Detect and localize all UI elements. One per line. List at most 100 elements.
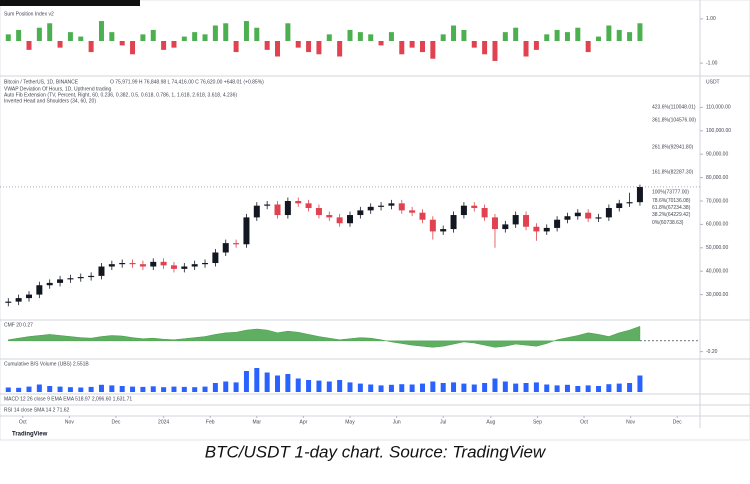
candle-body <box>108 264 115 267</box>
bar <box>161 41 167 50</box>
panel-title: Sum Position Index v2 <box>4 11 54 17</box>
y-tick-label: -0.20 <box>706 349 718 355</box>
bar <box>109 385 115 392</box>
fib-level: 361.8%(104576.00) <box>652 117 696 123</box>
candle-body <box>491 217 498 230</box>
candle-body <box>367 206 374 211</box>
bar <box>67 387 73 392</box>
bar <box>399 384 405 392</box>
bar <box>347 382 353 392</box>
fib-level: 261.8%(92941.80) <box>652 145 693 151</box>
bar <box>575 386 581 392</box>
bar <box>223 381 229 392</box>
candle-body <box>533 226 540 232</box>
bar <box>57 41 63 48</box>
ohlc: O 75,971.99 H 76,848.98 L 74,416.00 C 76… <box>110 79 264 85</box>
bar <box>254 368 260 392</box>
bar <box>26 386 32 392</box>
brand: TradingView <box>12 432 48 438</box>
bar <box>57 386 63 392</box>
bar <box>119 386 125 392</box>
bar <box>399 41 405 55</box>
bar <box>461 29 467 41</box>
bar <box>36 27 42 41</box>
x-tick-label: Aug <box>486 419 495 425</box>
bar <box>5 387 11 392</box>
x-tick-label: Mar <box>252 419 261 425</box>
bar <box>36 384 42 392</box>
candle-body <box>636 186 643 203</box>
panel-title: MACD 12 26 close 9 EMA EMA 518.97 2,096.… <box>4 396 132 402</box>
candle-body <box>88 275 95 278</box>
bar <box>47 386 53 392</box>
candle-body <box>512 215 519 225</box>
candle-body <box>274 204 281 216</box>
bar <box>212 383 218 392</box>
bar <box>109 32 115 41</box>
bar <box>544 384 550 392</box>
bar <box>368 384 374 392</box>
bar <box>554 29 560 41</box>
candle-body <box>502 224 509 230</box>
bar <box>637 23 643 41</box>
bar <box>409 41 415 48</box>
bar <box>295 41 301 48</box>
candle-body <box>616 203 623 209</box>
bar <box>150 29 156 41</box>
bar <box>451 382 457 392</box>
candle-body <box>471 205 478 209</box>
bar <box>575 27 581 41</box>
bar <box>564 384 570 392</box>
bar <box>616 383 622 392</box>
bar <box>523 383 529 392</box>
bar <box>337 41 343 57</box>
candle-body <box>315 208 322 216</box>
candle-body <box>46 282 53 286</box>
bar <box>306 380 312 392</box>
x-tick-label: Nov <box>626 419 635 425</box>
y-tick-label: 40,000.00 <box>706 269 728 275</box>
candle-body <box>233 243 240 245</box>
bar <box>16 387 22 392</box>
bar <box>233 41 239 53</box>
candle-body <box>574 212 581 217</box>
x-tick-label: Feb <box>206 419 215 425</box>
bar <box>26 41 32 50</box>
y-tick-label: 30,000.00 <box>706 292 728 298</box>
candle-body <box>129 263 136 265</box>
top-bar <box>0 0 140 6</box>
bar <box>316 41 322 55</box>
bar <box>150 386 156 392</box>
bar <box>482 41 488 55</box>
bar <box>637 375 643 392</box>
fib-level: 38.2%(64229.42) <box>652 212 691 218</box>
candle-body <box>119 263 126 265</box>
candle-body <box>160 261 167 266</box>
x-tick-label: Oct <box>19 419 27 425</box>
bar <box>502 32 508 41</box>
bar <box>419 41 425 53</box>
bar <box>544 34 550 41</box>
y-tick-label: -1.00 <box>706 60 718 66</box>
bar <box>316 380 322 392</box>
bar <box>357 32 363 41</box>
bar <box>140 34 146 41</box>
x-tick-label: Jul <box>440 419 446 425</box>
bar <box>337 380 343 392</box>
bar <box>596 386 602 392</box>
bar <box>585 385 591 392</box>
bar <box>419 383 425 392</box>
bar <box>243 21 249 41</box>
x-tick-label: 2024 <box>158 419 169 425</box>
candle-body <box>554 219 561 228</box>
bar <box>171 41 177 48</box>
bar <box>388 384 394 392</box>
bar <box>78 387 84 392</box>
x-tick-label: Dec <box>673 419 682 425</box>
bar <box>5 34 11 41</box>
bar <box>171 386 177 392</box>
bar <box>451 25 457 41</box>
candle-body <box>284 201 291 216</box>
candle-body <box>191 264 198 267</box>
